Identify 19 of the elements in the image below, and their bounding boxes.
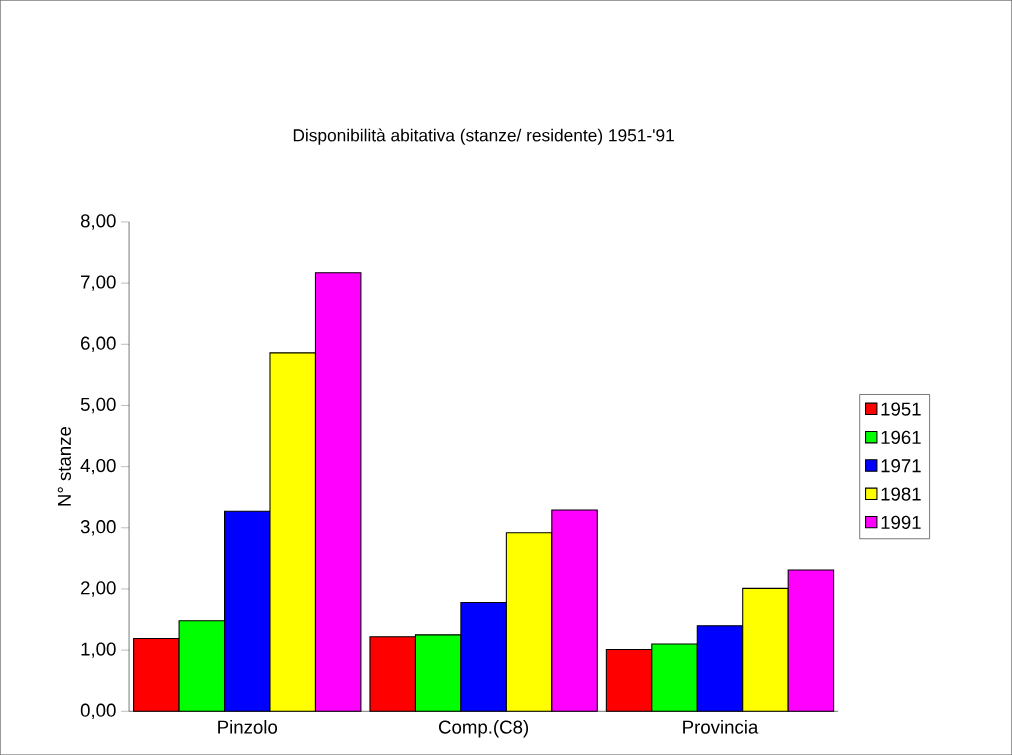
y-tick-label: 2,00	[81, 581, 116, 597]
y-tick-label: 0,00	[80, 703, 116, 719]
x-tick-label: Comp.(C8)	[438, 719, 529, 738]
legend-label: 1961	[881, 430, 921, 444]
legend-label: 1981	[881, 487, 921, 501]
y-tick-label: 4,00	[80, 458, 116, 475]
y-tick-label: 1,00	[81, 642, 116, 658]
y-tick-label: 7,00	[81, 275, 116, 291]
x-tick-label: Provincia	[683, 719, 759, 734]
y-tick-label: 8,00	[80, 214, 116, 230]
x-tick-label: Pinzolo	[218, 719, 278, 734]
legend-label: 1991	[881, 515, 921, 529]
legend-label: 1971	[881, 459, 921, 473]
chart-title: Disponibilità abitativa (stanze/ residente) 1951-'91	[293, 128, 674, 145]
y-tick-label: 3,00	[80, 520, 116, 536]
y-axis-title: N° stanze	[57, 426, 71, 506]
y-tick-label: 6,00	[81, 336, 116, 352]
y-tick-label: 5,00	[80, 397, 116, 414]
legend-label: 1951	[881, 402, 921, 416]
